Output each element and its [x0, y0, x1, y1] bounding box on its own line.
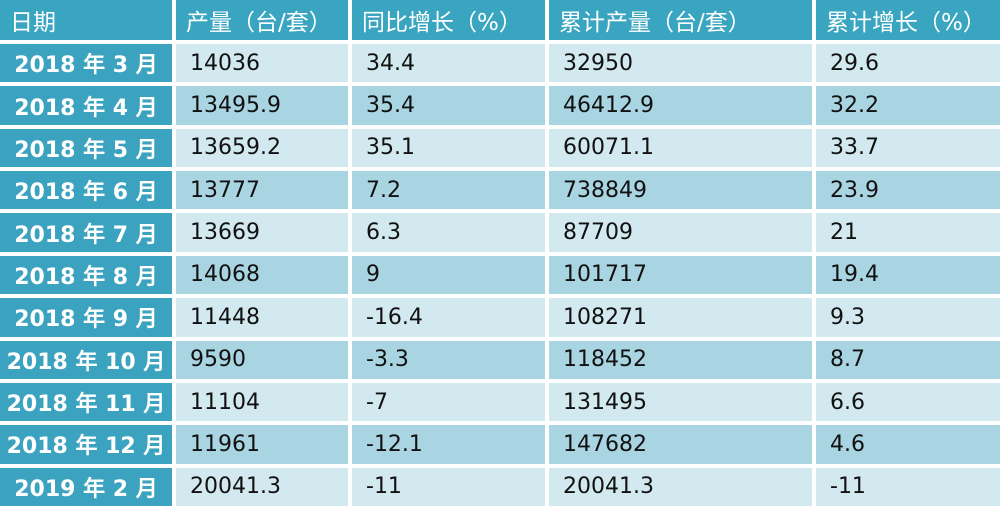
value-cell: 7.2	[352, 171, 545, 210]
value-cell: 35.1	[352, 128, 545, 168]
value-cell: -11	[816, 467, 1000, 506]
value-cell: 108271	[549, 298, 812, 337]
value-cell: 21	[816, 213, 1000, 252]
date-cell: 2018 年 3 月	[0, 44, 172, 83]
value-cell: 13777	[176, 171, 348, 210]
value-cell: 46412.9	[549, 86, 812, 125]
value-cell: 131495	[549, 382, 812, 422]
value-cell: 34.4	[352, 44, 545, 83]
value-cell: 6.6	[816, 382, 1000, 422]
value-cell: 60071.1	[549, 128, 812, 168]
date-cell: 2018 年 5 月	[0, 128, 172, 168]
value-cell: 35.4	[352, 86, 545, 125]
value-cell: 14036	[176, 44, 348, 83]
value-cell: -16.4	[352, 298, 545, 337]
value-cell: 9.3	[816, 298, 1000, 337]
value-cell: 738849	[549, 171, 812, 210]
value-cell: 11961	[176, 425, 348, 464]
value-cell: 13495.9	[176, 86, 348, 125]
value-cell: 32.2	[816, 86, 1000, 125]
value-cell: -12.1	[352, 425, 545, 464]
value-cell: 9	[352, 255, 545, 295]
value-cell: -11	[352, 467, 545, 506]
value-cell: 101717	[549, 255, 812, 295]
value-cell: 20041.3	[549, 467, 812, 506]
date-cell: 2018 年 6 月	[0, 171, 172, 210]
header-cell: 累计产量（台/套）	[549, 0, 812, 40]
value-cell: 6.3	[352, 213, 545, 252]
date-cell: 2018 年 11 月	[0, 382, 172, 422]
header-cell: 产量（台/套）	[176, 0, 348, 40]
value-cell: 118452	[549, 340, 812, 379]
value-cell: 9590	[176, 340, 348, 379]
value-cell: 8.7	[816, 340, 1000, 379]
value-cell: 19.4	[816, 255, 1000, 295]
header-cell: 日期	[0, 0, 172, 40]
value-cell: 87709	[549, 213, 812, 252]
value-cell: 13669	[176, 213, 348, 252]
date-cell: 2018 年 10 月	[0, 340, 172, 379]
value-cell: 147682	[549, 425, 812, 464]
value-cell: -7	[352, 382, 545, 422]
value-cell: 33.7	[816, 128, 1000, 168]
value-cell: 13659.2	[176, 128, 348, 168]
value-cell: 11448	[176, 298, 348, 337]
date-cell: 2018 年 9 月	[0, 298, 172, 337]
date-cell: 2018 年 4 月	[0, 86, 172, 125]
value-cell: 20041.3	[176, 467, 348, 506]
value-cell: -3.3	[352, 340, 545, 379]
date-cell: 2019 年 2 月	[0, 467, 172, 506]
value-cell: 14068	[176, 255, 348, 295]
value-cell: 29.6	[816, 44, 1000, 83]
value-cell: 32950	[549, 44, 812, 83]
date-cell: 2018 年 12 月	[0, 425, 172, 464]
date-cell: 2018 年 8 月	[0, 255, 172, 295]
value-cell: 11104	[176, 382, 348, 422]
value-cell: 23.9	[816, 171, 1000, 210]
header-cell: 累计增长（%）	[816, 0, 1000, 40]
value-cell: 4.6	[816, 425, 1000, 464]
date-cell: 2018 年 7 月	[0, 213, 172, 252]
header-cell: 同比增长（%）	[352, 0, 545, 40]
